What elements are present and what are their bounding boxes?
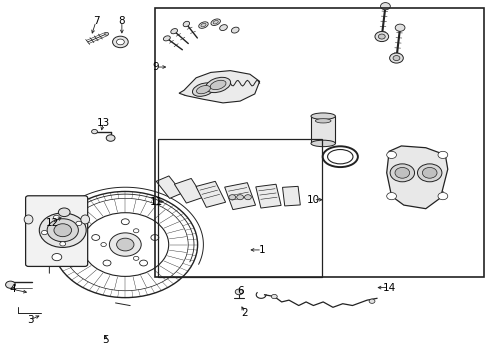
Circle shape (117, 238, 134, 251)
Circle shape (106, 135, 115, 141)
Text: 1: 1 (259, 245, 266, 255)
Ellipse shape (171, 28, 177, 34)
Text: 2: 2 (242, 308, 248, 318)
Circle shape (393, 55, 400, 60)
Text: 6: 6 (237, 286, 244, 296)
Circle shape (438, 151, 448, 158)
Circle shape (140, 260, 147, 266)
Circle shape (151, 235, 159, 240)
Text: 13: 13 (97, 118, 110, 128)
Ellipse shape (193, 83, 215, 96)
Circle shape (422, 167, 437, 178)
Circle shape (101, 243, 106, 247)
Circle shape (390, 53, 403, 63)
Circle shape (133, 229, 139, 233)
Circle shape (5, 281, 15, 288)
Polygon shape (387, 146, 448, 209)
Ellipse shape (183, 21, 190, 27)
Bar (196, 181, 225, 207)
Ellipse shape (211, 19, 220, 26)
Circle shape (58, 208, 70, 217)
Circle shape (52, 253, 62, 261)
Text: 9: 9 (153, 62, 159, 72)
Circle shape (105, 32, 109, 35)
Circle shape (117, 39, 124, 45)
Polygon shape (179, 71, 260, 103)
Circle shape (54, 224, 72, 237)
Ellipse shape (213, 21, 218, 24)
Ellipse shape (316, 119, 331, 123)
Text: 12: 12 (46, 218, 59, 228)
Bar (311, 116, 335, 143)
Text: 4: 4 (10, 284, 16, 294)
Bar (225, 183, 256, 210)
Circle shape (390, 164, 415, 182)
Circle shape (438, 193, 448, 200)
Ellipse shape (163, 36, 171, 41)
Text: 10: 10 (307, 195, 320, 205)
Circle shape (395, 167, 410, 178)
Circle shape (369, 299, 375, 303)
Circle shape (39, 213, 86, 247)
Circle shape (60, 242, 66, 246)
Bar (156, 176, 182, 198)
Circle shape (109, 233, 141, 256)
Bar (174, 179, 203, 203)
Bar (256, 184, 281, 208)
Circle shape (42, 230, 48, 235)
Circle shape (387, 151, 396, 158)
Circle shape (235, 289, 243, 295)
Ellipse shape (220, 24, 227, 31)
Circle shape (271, 294, 277, 299)
Text: 14: 14 (383, 283, 396, 293)
Ellipse shape (81, 215, 90, 224)
Circle shape (76, 221, 82, 226)
Circle shape (237, 195, 244, 200)
Circle shape (378, 34, 385, 39)
Text: 5: 5 (102, 334, 109, 345)
Circle shape (417, 164, 442, 182)
Text: 11: 11 (149, 197, 163, 207)
Ellipse shape (196, 85, 210, 94)
Bar (158, 139, 322, 277)
Ellipse shape (210, 80, 226, 90)
Ellipse shape (311, 140, 335, 147)
Text: 7: 7 (93, 17, 99, 27)
Circle shape (122, 219, 129, 225)
Ellipse shape (199, 22, 208, 28)
Ellipse shape (24, 215, 33, 224)
Circle shape (103, 260, 111, 266)
Circle shape (53, 215, 59, 220)
Circle shape (92, 130, 98, 134)
Circle shape (92, 235, 99, 240)
Bar (155, 8, 485, 277)
Ellipse shape (206, 77, 231, 93)
Bar (283, 186, 300, 206)
Text: 3: 3 (26, 315, 33, 325)
Circle shape (133, 256, 139, 260)
Circle shape (113, 36, 128, 48)
FancyBboxPatch shape (25, 196, 88, 266)
Circle shape (47, 219, 78, 242)
Circle shape (395, 24, 405, 31)
Text: 8: 8 (119, 17, 125, 27)
Circle shape (381, 3, 391, 10)
Circle shape (229, 195, 236, 200)
Ellipse shape (311, 113, 335, 120)
Ellipse shape (231, 27, 239, 33)
Circle shape (387, 193, 396, 200)
Circle shape (375, 32, 389, 41)
Circle shape (245, 195, 251, 200)
Ellipse shape (201, 23, 206, 27)
